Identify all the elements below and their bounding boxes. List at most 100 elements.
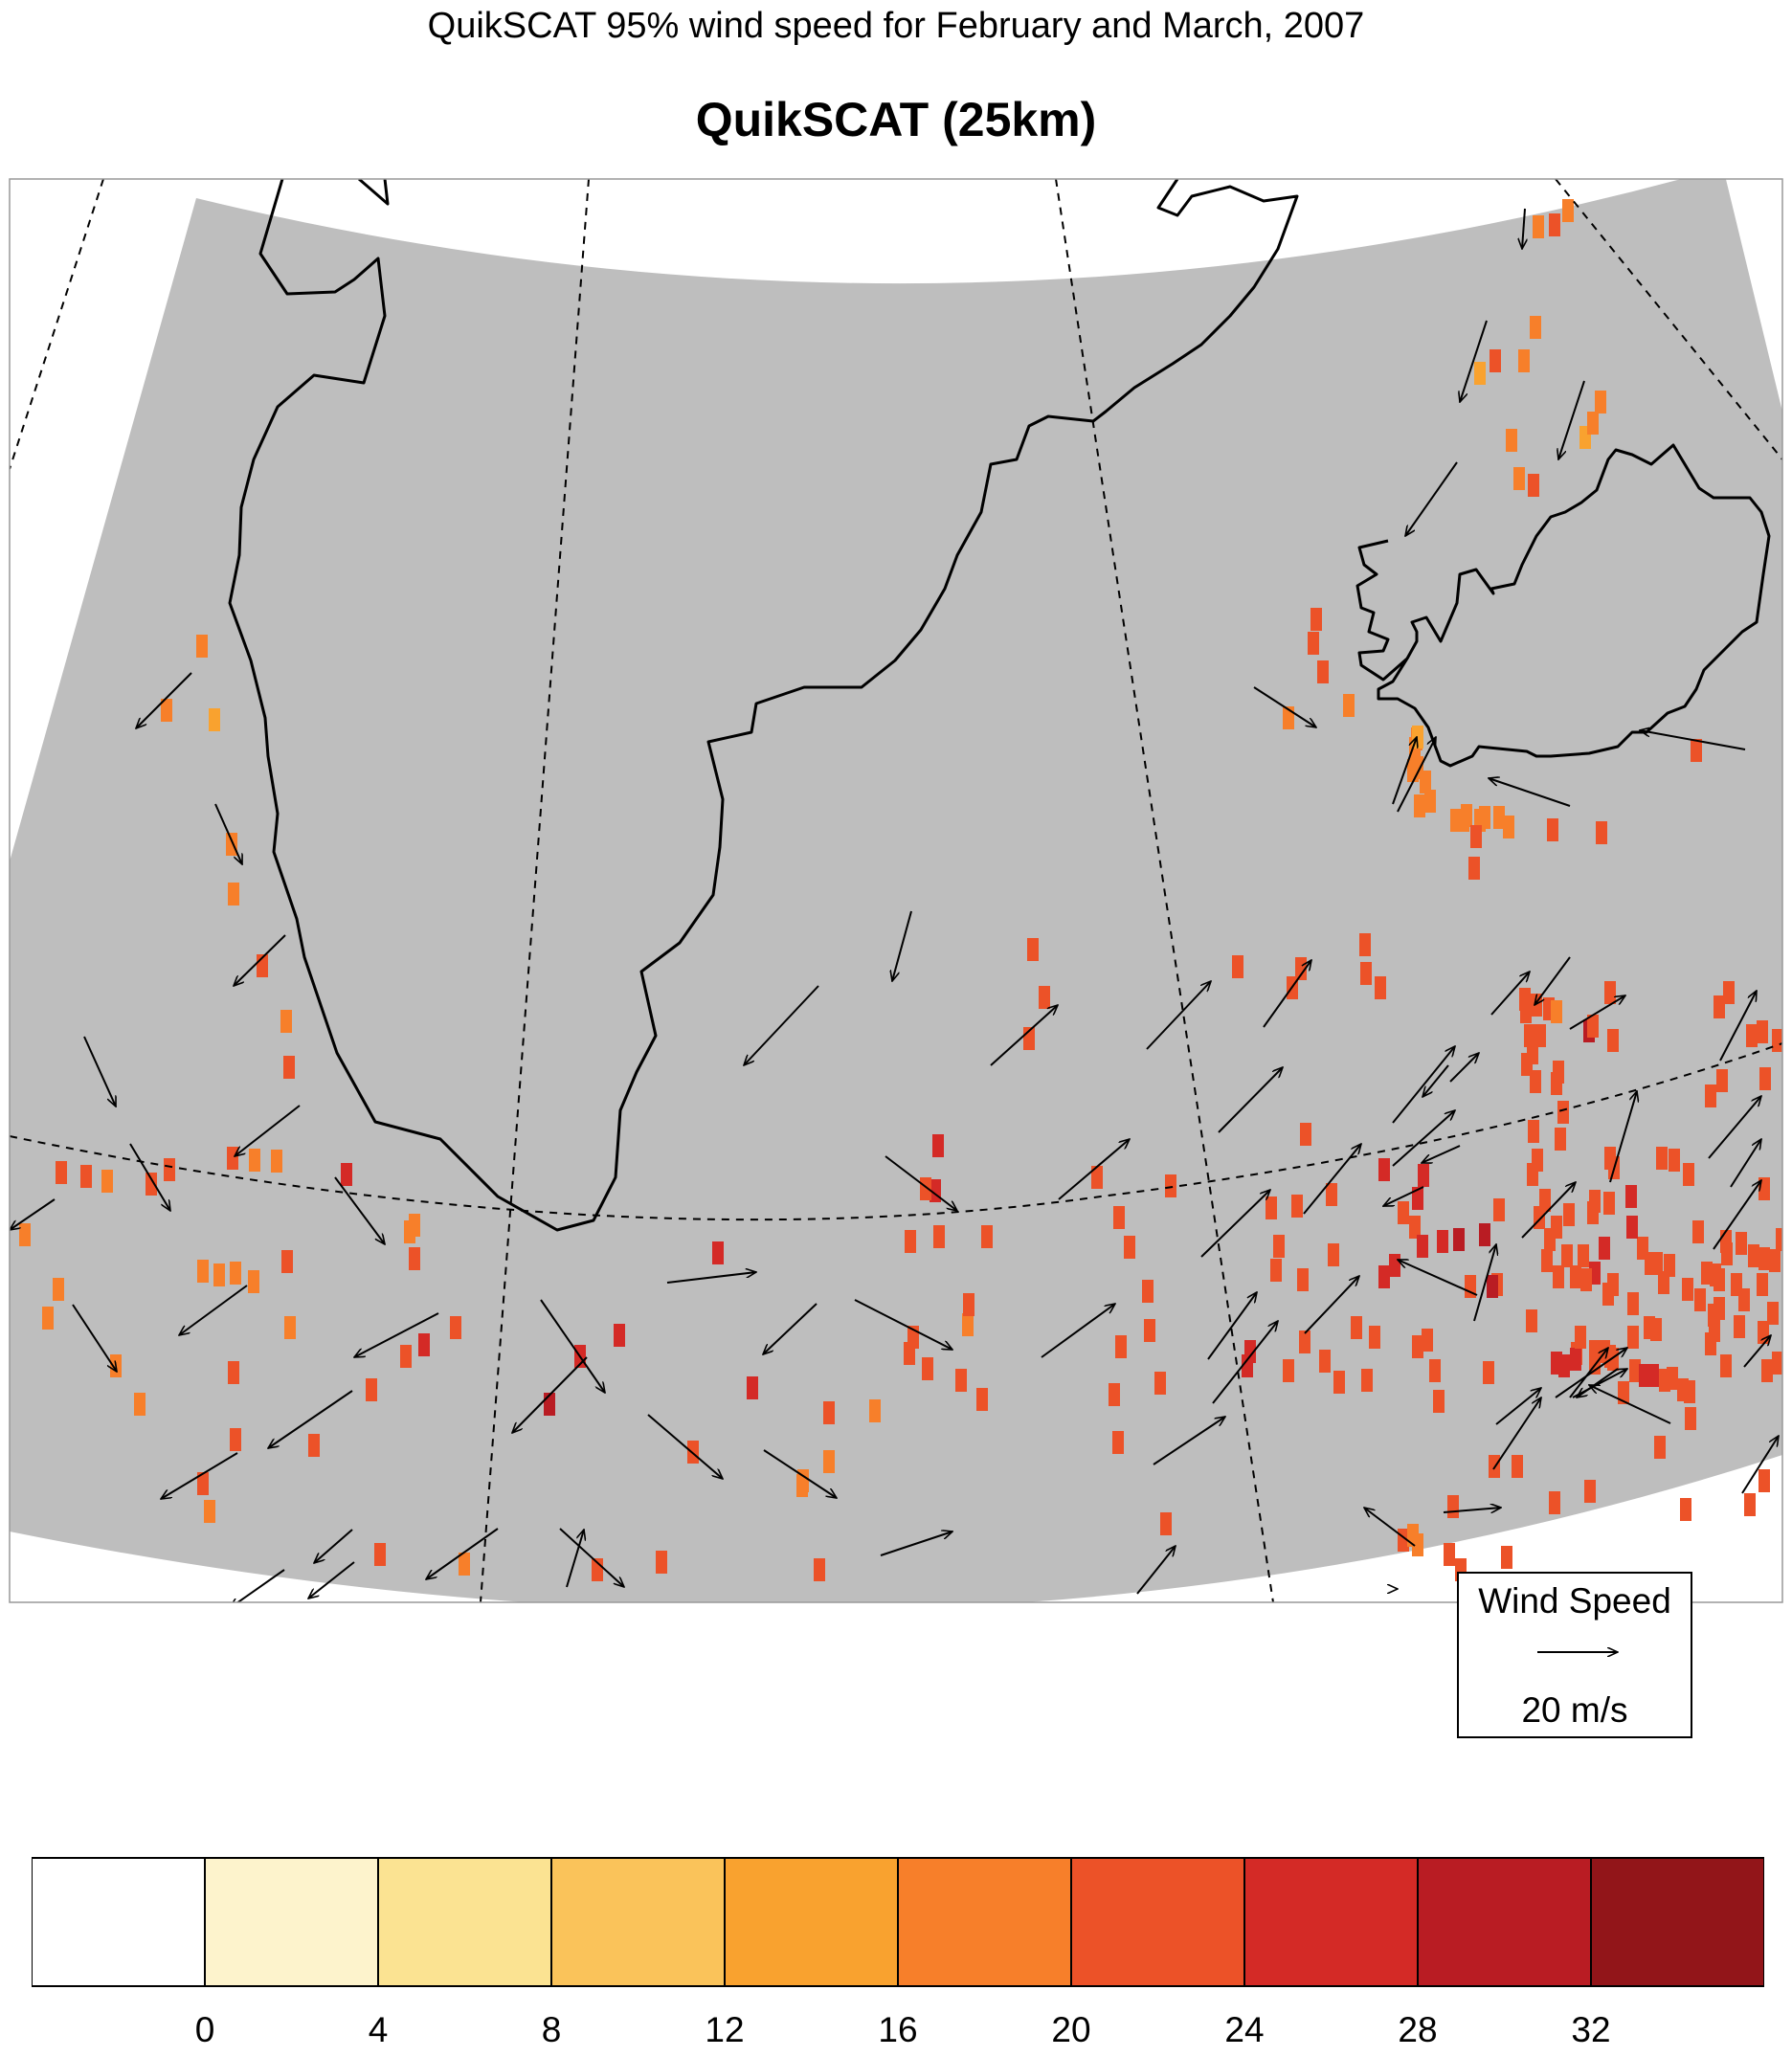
- wind-speed-cell: [1570, 1265, 1581, 1288]
- colorbar-tick-label: 16: [878, 2010, 918, 2049]
- wind-speed-cell: [933, 1225, 945, 1248]
- coastlines: [228, 179, 1771, 1232]
- wind-speed-cell: [1736, 1232, 1747, 1255]
- wind-vector: [1473, 1244, 1496, 1322]
- wind-speed-cell: [1242, 1354, 1253, 1377]
- wind-speed-cell: [1584, 1480, 1596, 1503]
- greenland-coastline: [228, 179, 1299, 1232]
- wind-vector: [179, 1285, 248, 1335]
- wind-speed-cell: [56, 1161, 67, 1184]
- graticule: [10, 179, 1782, 1602]
- wind-vector: [1263, 960, 1311, 1028]
- wind-speed-cell: [1360, 962, 1372, 985]
- wind-speed-cell: [308, 1434, 320, 1457]
- wind-speed-cell: [1526, 1309, 1537, 1332]
- wind-speed-cell: [1757, 1273, 1768, 1296]
- wind-speed-cell: [1389, 1254, 1400, 1277]
- wind-speed-cell: [1723, 981, 1735, 1004]
- colorbar-bin: [32, 1857, 206, 1987]
- wind-speed-cell: [1761, 1359, 1773, 1382]
- colorbar-tick-label: 4: [368, 2010, 389, 2049]
- wind-speed-cell: [146, 1173, 157, 1196]
- wind-speed-cell: [227, 1147, 238, 1170]
- wind-speed-cell: [248, 1270, 259, 1293]
- wind-speed-cell: [1450, 809, 1462, 832]
- legend-reference-label: 20 m/s: [1521, 1690, 1628, 1730]
- wind-speed-cell: [204, 1500, 215, 1523]
- wind-speed-cell: [228, 1361, 239, 1384]
- wind-speed-cell: [1417, 1235, 1428, 1258]
- wind-speed-cell: [823, 1450, 835, 1473]
- greenland-coastline: [358, 179, 390, 206]
- wind-vector: [1200, 1190, 1270, 1258]
- wind-speed-cell: [976, 1388, 988, 1411]
- wind-speed-cell: [1551, 1000, 1562, 1023]
- wind-speed-cell: [1266, 1196, 1277, 1219]
- wind-speed-cell: [1283, 1359, 1294, 1382]
- vector-reference-legend: Wind Speed 20 m/s: [1457, 1572, 1692, 1738]
- wind-vector: [234, 934, 286, 986]
- wind-speed-cell: [1627, 1292, 1639, 1315]
- wind-speed-cell: [1708, 1304, 1719, 1327]
- wind-speed-cell: [1656, 1147, 1668, 1170]
- wind-speed-cell: [1604, 981, 1616, 1004]
- wind-speed-cell: [213, 1263, 225, 1286]
- colorbar-tick-label: 12: [705, 2010, 745, 2049]
- wind-speed-cell: [962, 1313, 974, 1336]
- wind-speed-cell: [1487, 1275, 1498, 1298]
- wind-speed-cell: [283, 1056, 295, 1079]
- wind-vector: [744, 985, 819, 1065]
- wind-speed-cell: [284, 1316, 296, 1339]
- wind-speed-cell: [1783, 1177, 1792, 1200]
- wind-speed-cell: [1758, 1247, 1770, 1270]
- wind-speed-cell: [209, 708, 220, 731]
- wind-vector: [1713, 1180, 1761, 1250]
- wind-speed-cell: [1650, 1318, 1662, 1341]
- wind-vector: [1495, 1388, 1541, 1425]
- wind-speed-cell: [932, 1134, 944, 1157]
- wind-vector: [1212, 1321, 1278, 1404]
- wind-speed-cell: [1563, 1203, 1575, 1226]
- wind-speed-cell: [1115, 1335, 1127, 1358]
- wind-speed-cell: [814, 1558, 825, 1581]
- wind-speed-cell: [1570, 1348, 1581, 1371]
- wind-speed-cell: [1769, 1249, 1781, 1272]
- wind-speed-cell: [1578, 1244, 1589, 1267]
- wind-speed-cell: [1602, 1283, 1614, 1306]
- colorbar-tick-label: 0: [194, 2010, 215, 2049]
- wind-speed-cell: [400, 1345, 412, 1368]
- wind-speed-cell: [1547, 818, 1558, 841]
- map-panel: [9, 178, 1792, 1603]
- colorbar-bin: [377, 1857, 552, 1987]
- wind-speed-cell: [1716, 1069, 1728, 1092]
- wind-speed-cell: [963, 1293, 974, 1316]
- wind-speed-cell: [1721, 1242, 1733, 1265]
- wind-speed-cell: [1580, 1268, 1592, 1291]
- wind-speed-cell: [1595, 391, 1606, 414]
- wind-vector: [1589, 1384, 1671, 1424]
- wind-speed-cell: [164, 1158, 175, 1181]
- wind-speed-cell: [1299, 1330, 1310, 1353]
- colorbar-bin: [897, 1857, 1072, 1987]
- wind-speed-cell: [904, 1342, 915, 1365]
- wind-speed-cell: [1520, 1000, 1532, 1023]
- wind-speed-cell: [955, 1369, 967, 1392]
- wind-speed-cell: [1785, 1388, 1792, 1411]
- wind-speed-cell: [1429, 1359, 1441, 1382]
- wind-speed-cell: [1479, 806, 1490, 829]
- wind-speed-cell: [1714, 995, 1725, 1018]
- wind-speed-cell: [1297, 1268, 1309, 1291]
- wind-vector: [161, 1452, 238, 1499]
- wind-vector: [1153, 1417, 1225, 1465]
- wind-speed-cell: [459, 1553, 470, 1576]
- wind-speed-cell: [280, 1010, 292, 1033]
- wind-speed-cell: [1587, 1015, 1599, 1038]
- wind-speed-cell: [1518, 349, 1530, 372]
- wind-speed-cell: [1333, 1371, 1345, 1394]
- wind-vector: [666, 1272, 756, 1284]
- wind-vector: [1609, 1091, 1637, 1183]
- wind-speed-cell: [687, 1441, 699, 1464]
- wind-speed-cell: [905, 1230, 916, 1253]
- wind-vector: [1392, 1110, 1455, 1167]
- colorbar-bin: [550, 1857, 726, 1987]
